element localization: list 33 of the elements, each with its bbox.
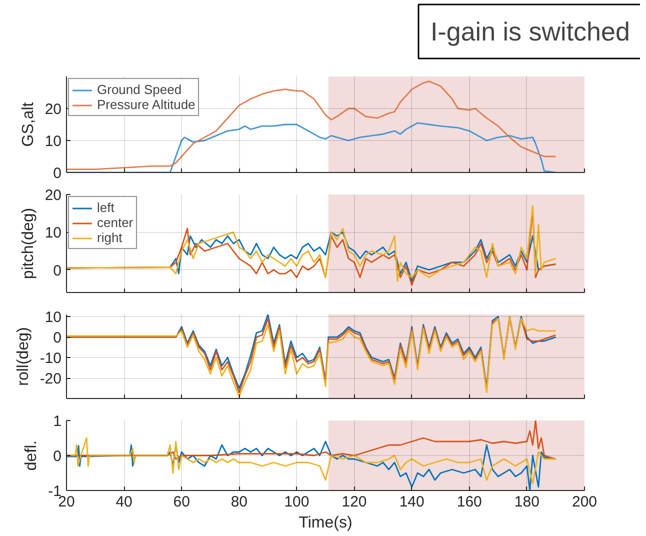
x-tick-label: 120 — [342, 494, 367, 510]
y-tick-label: 10 — [44, 224, 62, 242]
y-tick-label: 10 — [44, 133, 62, 150]
y-tick-label: 0 — [53, 165, 62, 182]
y-axis-title: defl. — [23, 440, 40, 471]
x-tick-label: 100 — [284, 494, 310, 510]
y-axis-title: GS,alt — [20, 102, 37, 147]
x-tick-label: 60 — [173, 494, 190, 510]
x-tick-label: 200 — [572, 494, 598, 510]
x-tick-label: 40 — [116, 494, 132, 510]
x-tick-label: 180 — [514, 494, 540, 510]
x-tick-label: 160 — [456, 494, 482, 510]
y-axis-title: roll(deg) — [14, 327, 32, 386]
legend-label: left — [97, 200, 116, 215]
legend-label: Pressure Altitude — [97, 97, 196, 112]
y-tick-label: 1 — [53, 413, 62, 430]
y-tick-label: 20 — [44, 101, 62, 118]
y-tick-label: -10 — [40, 350, 62, 368]
y-tick-label: 0 — [53, 448, 62, 465]
x-tick-label: 140 — [399, 494, 424, 510]
legend-label: center — [97, 215, 134, 230]
line-series — [66, 80, 556, 170]
x-tick-label: 80 — [230, 494, 248, 510]
legend-label: right — [97, 230, 122, 245]
x-axis-title: Time(s) — [298, 514, 352, 532]
y-axis-title: pitch(deg) — [20, 208, 37, 280]
y-tick-label: -20 — [40, 370, 62, 388]
y-tick-label: 0 — [53, 262, 62, 280]
y-tick-label: 0 — [53, 330, 62, 347]
y-tick-label: 10 — [44, 309, 62, 326]
y-tick-label: 20 — [44, 187, 62, 204]
text: I-gain is switched — [430, 16, 630, 46]
legend-label: Ground Speed — [97, 82, 182, 97]
